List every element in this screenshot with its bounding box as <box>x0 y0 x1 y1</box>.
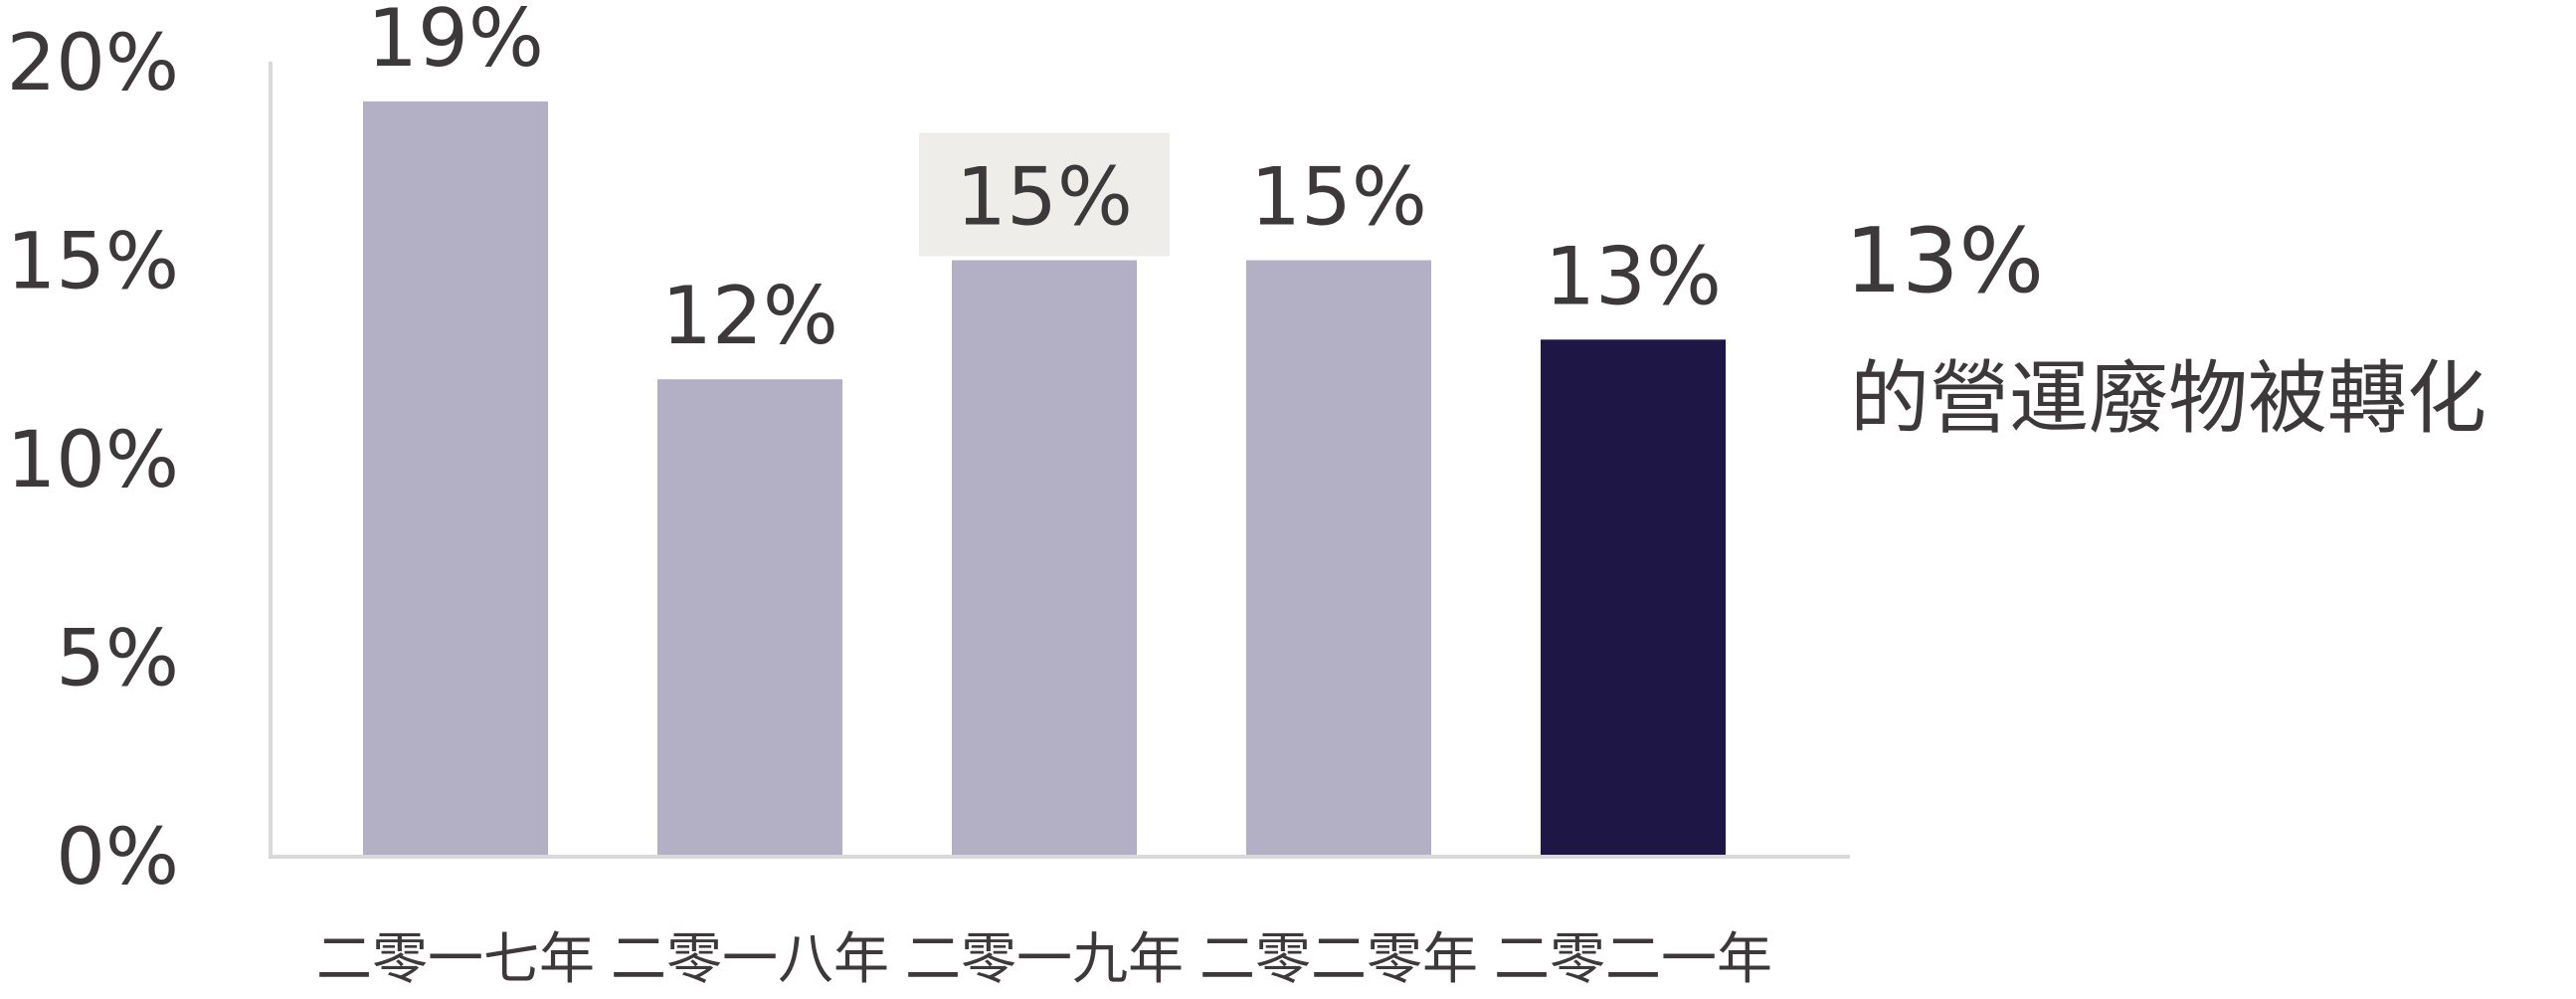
data-label: 12% <box>661 270 838 362</box>
y-tick-label: 10% <box>7 416 179 505</box>
category-label: 二零二一年 <box>1494 927 1772 992</box>
y-tick-label: 20% <box>7 19 179 108</box>
data-label: 13% <box>1545 230 1722 322</box>
callout-value: 13% <box>1845 209 2044 313</box>
data-label-box <box>919 132 1170 257</box>
category-label: 二零二零年 <box>1199 927 1478 992</box>
data-label: 19% <box>367 0 544 85</box>
bar <box>657 379 842 856</box>
y-tick-label: 0% <box>56 813 179 902</box>
data-labels: 19% 12% 15% 15% 13% <box>367 0 1722 362</box>
category-label: 二零一八年 <box>611 927 889 992</box>
callout-text: 的營運廢物被轉化 <box>1850 352 2486 445</box>
data-label: 15% <box>956 151 1133 244</box>
category-label: 二零一九年 <box>905 927 1184 992</box>
category-label: 二零一七年 <box>316 927 595 992</box>
y-tick-label: 5% <box>56 615 179 704</box>
bars <box>363 100 1726 856</box>
category-labels: 二零一七年 二零一八年 二零一九年 二零二零年 二零二一年 <box>316 927 1772 992</box>
callout: 13% 的營運廢物被轉化 <box>1845 209 2486 445</box>
bar <box>363 100 548 856</box>
y-axis-ticks: 0% 5% 10% 15% 20% <box>7 19 179 902</box>
bar <box>1246 260 1431 856</box>
y-tick-label: 15% <box>7 218 179 307</box>
data-label: 15% <box>1250 151 1427 244</box>
axes <box>269 62 1850 859</box>
bar <box>1541 339 1726 856</box>
bar <box>952 260 1137 856</box>
